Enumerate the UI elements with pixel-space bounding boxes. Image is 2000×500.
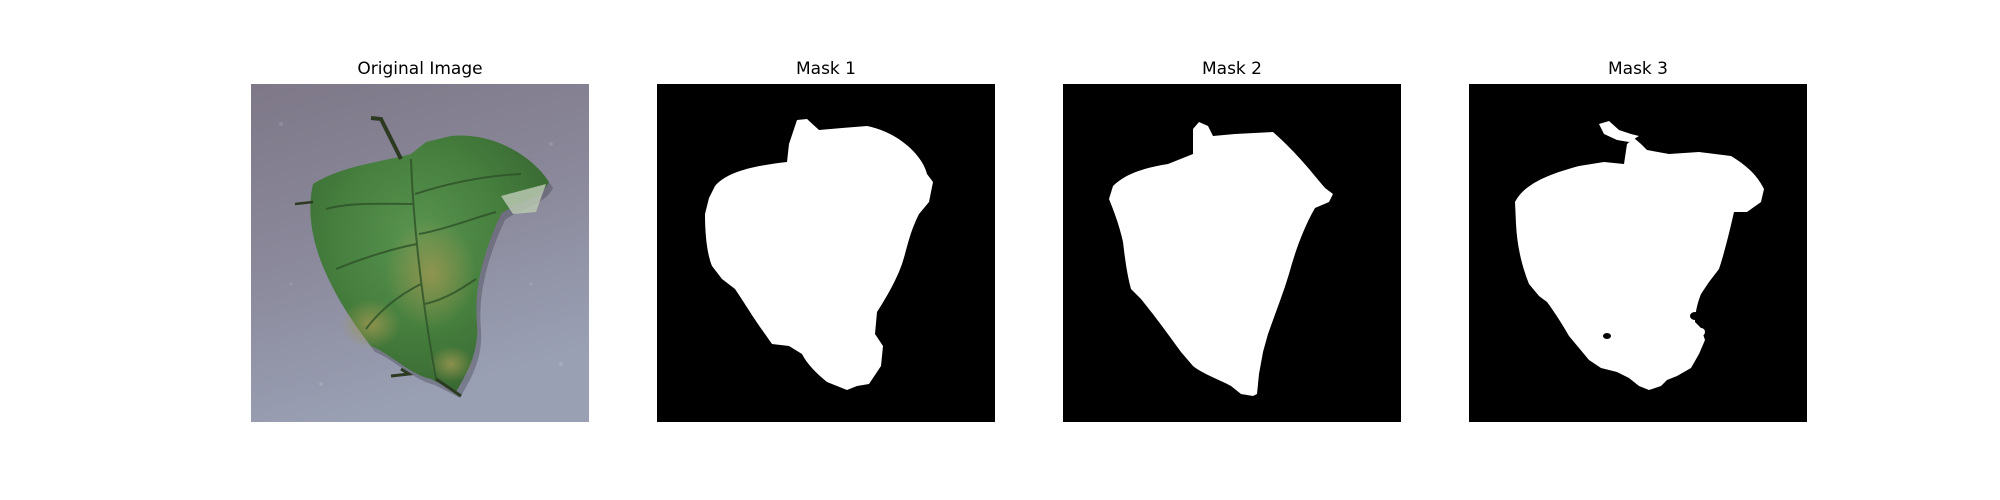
panel-mask-1: Mask 1 xyxy=(657,58,995,424)
panel-title: Original Image xyxy=(357,59,483,79)
panel-title: Mask 2 xyxy=(1201,59,1262,79)
original-leaf-photo xyxy=(251,84,589,422)
panel-original-image: Original Image xyxy=(251,58,589,424)
panel-mask-2: Mask 2 xyxy=(1063,58,1401,424)
panel-title: Mask 1 xyxy=(795,59,856,79)
mask-1-image xyxy=(657,84,995,422)
panel-mask-3: Mask 3 xyxy=(1469,58,1807,424)
panel-title: Mask 3 xyxy=(1607,59,1668,79)
mask-2-image xyxy=(1063,84,1401,422)
mask-3-image xyxy=(1469,84,1807,422)
